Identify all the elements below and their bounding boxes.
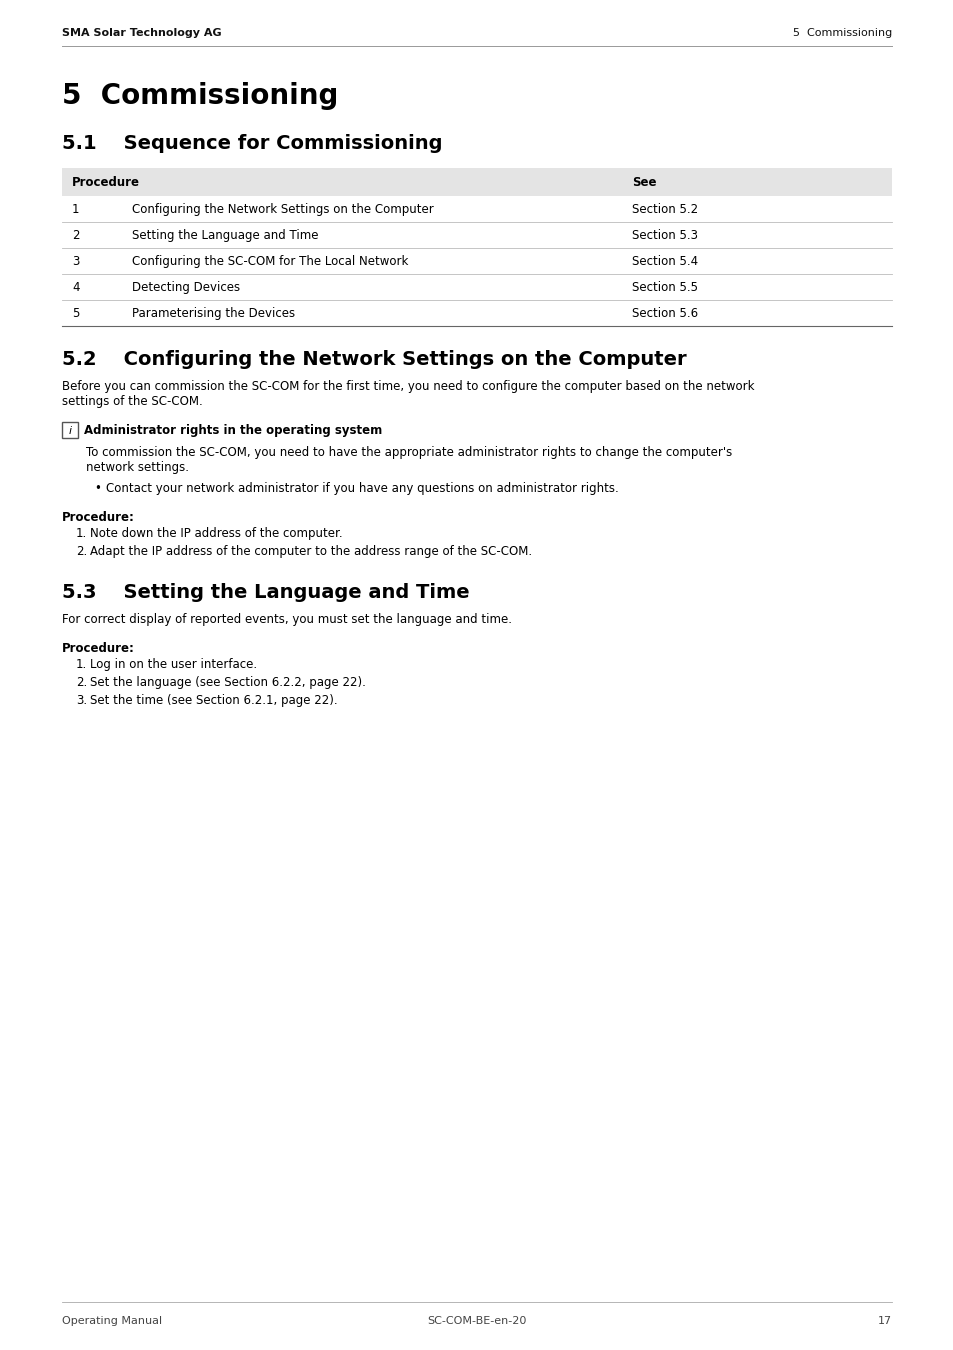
Text: To commission the SC-COM, you need to have the appropriate administrator rights : To commission the SC-COM, you need to ha… [86, 446, 732, 459]
Text: Section 5.2: Section 5.2 [631, 202, 698, 216]
Text: 5: 5 [71, 306, 79, 320]
Text: Procedure:: Procedure: [62, 643, 134, 655]
Text: 17: 17 [877, 1316, 891, 1326]
Text: 5.3    Setting the Language and Time: 5.3 Setting the Language and Time [62, 583, 469, 602]
Text: 5  Commissioning: 5 Commissioning [62, 82, 338, 109]
Text: 2: 2 [71, 230, 79, 242]
Text: Adapt the IP address of the computer to the address range of the SC-COM.: Adapt the IP address of the computer to … [90, 545, 532, 558]
Text: Operating Manual: Operating Manual [62, 1316, 162, 1326]
Text: Parameterising the Devices: Parameterising the Devices [132, 306, 294, 320]
Text: Set the time (see Section 6.2.1, page 22).: Set the time (see Section 6.2.1, page 22… [90, 694, 337, 707]
Text: Setting the Language and Time: Setting the Language and Time [132, 230, 318, 242]
Text: settings of the SC-COM.: settings of the SC-COM. [62, 396, 203, 408]
Text: network settings.: network settings. [86, 460, 189, 474]
Text: 5  Commissioning: 5 Commissioning [792, 28, 891, 38]
Text: Before you can commission the SC-COM for the first time, you need to configure t: Before you can commission the SC-COM for… [62, 379, 754, 393]
Text: Section 5.4: Section 5.4 [631, 255, 698, 269]
Text: Contact your network administrator if you have any questions on administrator ri: Contact your network administrator if yo… [106, 482, 618, 495]
Text: 1.: 1. [76, 526, 87, 540]
Text: 1: 1 [71, 202, 79, 216]
Bar [62, 167, 891, 196]
Text: Procedure:: Procedure: [62, 512, 134, 524]
Text: i: i [69, 427, 71, 436]
Text: Administrator rights in the operating system: Administrator rights in the operating sy… [84, 424, 382, 437]
Text: •: • [94, 482, 101, 495]
Text: 3: 3 [71, 255, 79, 269]
Text: 2.: 2. [76, 676, 87, 688]
Text: Log in on the user interface.: Log in on the user interface. [90, 657, 257, 671]
Text: 1.: 1. [76, 657, 87, 671]
Text: 4: 4 [71, 281, 79, 294]
Text: 5.1    Sequence for Commissioning: 5.1 Sequence for Commissioning [62, 134, 442, 153]
Text: Section 5.5: Section 5.5 [631, 281, 698, 294]
Text: SMA Solar Technology AG: SMA Solar Technology AG [62, 28, 221, 38]
Text: 2.: 2. [76, 545, 87, 558]
Text: Configuring the Network Settings on the Computer: Configuring the Network Settings on the … [132, 202, 434, 216]
Text: 5.2    Configuring the Network Settings on the Computer: 5.2 Configuring the Network Settings on … [62, 350, 686, 369]
Text: Procedure: Procedure [71, 176, 140, 189]
Text: See: See [631, 176, 656, 189]
Text: Configuring the SC-COM for The Local Network: Configuring the SC-COM for The Local Net… [132, 255, 408, 269]
Text: Section 5.3: Section 5.3 [631, 230, 698, 242]
Text: Set the language (see Section 6.2.2, page 22).: Set the language (see Section 6.2.2, pag… [90, 676, 366, 688]
Text: Detecting Devices: Detecting Devices [132, 281, 240, 294]
Text: Note down the IP address of the computer.: Note down the IP address of the computer… [90, 526, 342, 540]
Text: Section 5.6: Section 5.6 [631, 306, 698, 320]
Text: 3.: 3. [76, 694, 87, 707]
Text: SC-COM-BE-en-20: SC-COM-BE-en-20 [427, 1316, 526, 1326]
Text: For correct display of reported events, you must set the language and time.: For correct display of reported events, … [62, 613, 512, 626]
Bar [62, 423, 78, 437]
